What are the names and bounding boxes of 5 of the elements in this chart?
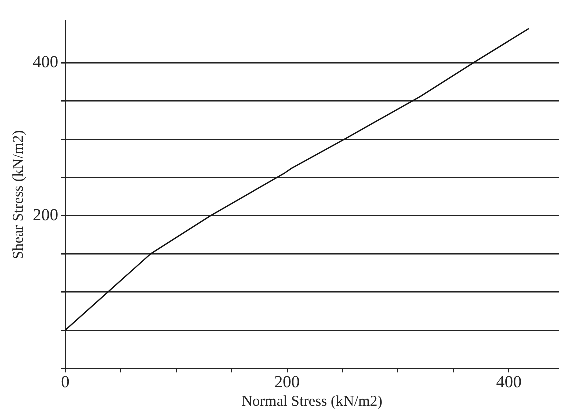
- y-axis-title: Shear Stress (kN/m2): [10, 130, 27, 260]
- x-tick-label: 0: [61, 372, 70, 392]
- x-tick-label: 200: [274, 372, 300, 392]
- x-axis-title: Normal Stress (kN/m2): [242, 394, 383, 410]
- x-tick-label: 400: [496, 372, 522, 392]
